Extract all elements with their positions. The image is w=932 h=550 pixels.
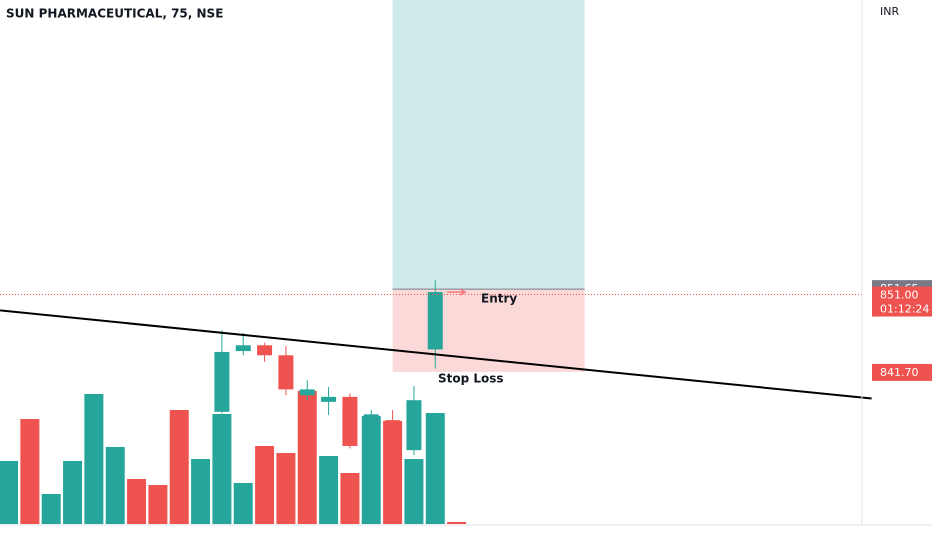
trendline	[0, 309, 872, 400]
target-zone	[392, 0, 585, 290]
stop-badge	[872, 363, 932, 381]
overlay: Entry Stop Loss	[0, 288, 872, 400]
candle-body	[299, 389, 315, 396]
entry-arrow	[447, 288, 467, 296]
volume-bar	[404, 459, 424, 524]
volume-bar	[63, 461, 83, 524]
volume-bar	[105, 447, 125, 524]
countdown: 01:12:24	[880, 303, 929, 316]
candle-body	[214, 351, 230, 412]
stop-label: Stop Loss	[438, 371, 504, 385]
stop-badge-label: 841.70	[880, 366, 919, 379]
last-price-badge	[872, 286, 932, 317]
volume-bar	[191, 459, 211, 524]
candle-body	[278, 355, 294, 390]
volume-bar	[255, 446, 275, 524]
candle-body	[363, 414, 379, 419]
currency: INR	[880, 5, 899, 18]
volume-bar	[148, 485, 168, 524]
volume-bar	[233, 483, 253, 524]
chart-title: SUN PHARMACEUTICAL, 75, NSE	[6, 7, 223, 21]
candle-body	[427, 292, 443, 350]
volume-bar	[41, 494, 61, 524]
volume-bar	[20, 419, 40, 524]
volume-bar	[425, 413, 445, 524]
volume-bar	[340, 473, 360, 524]
candle-body	[342, 396, 358, 446]
volume-bar	[84, 394, 104, 524]
volume-bar	[447, 522, 467, 524]
candle-body	[406, 400, 422, 451]
last-price-label: 851.00	[880, 289, 919, 302]
entry-label: Entry	[481, 292, 517, 306]
volume	[0, 391, 467, 524]
volume-bar	[319, 456, 339, 524]
candle-body	[385, 420, 401, 452]
candle-body	[321, 396, 337, 402]
volume-bar	[169, 410, 189, 524]
volume-bar	[297, 391, 317, 524]
volume-bar	[0, 461, 19, 524]
volume-bar	[212, 414, 232, 524]
volume-bar	[127, 479, 147, 524]
candles	[214, 280, 443, 471]
stop-zone	[392, 289, 585, 372]
position-tool	[392, 0, 585, 372]
candle-body	[235, 345, 251, 352]
candle-body	[257, 345, 273, 356]
volume-bar	[276, 453, 296, 524]
